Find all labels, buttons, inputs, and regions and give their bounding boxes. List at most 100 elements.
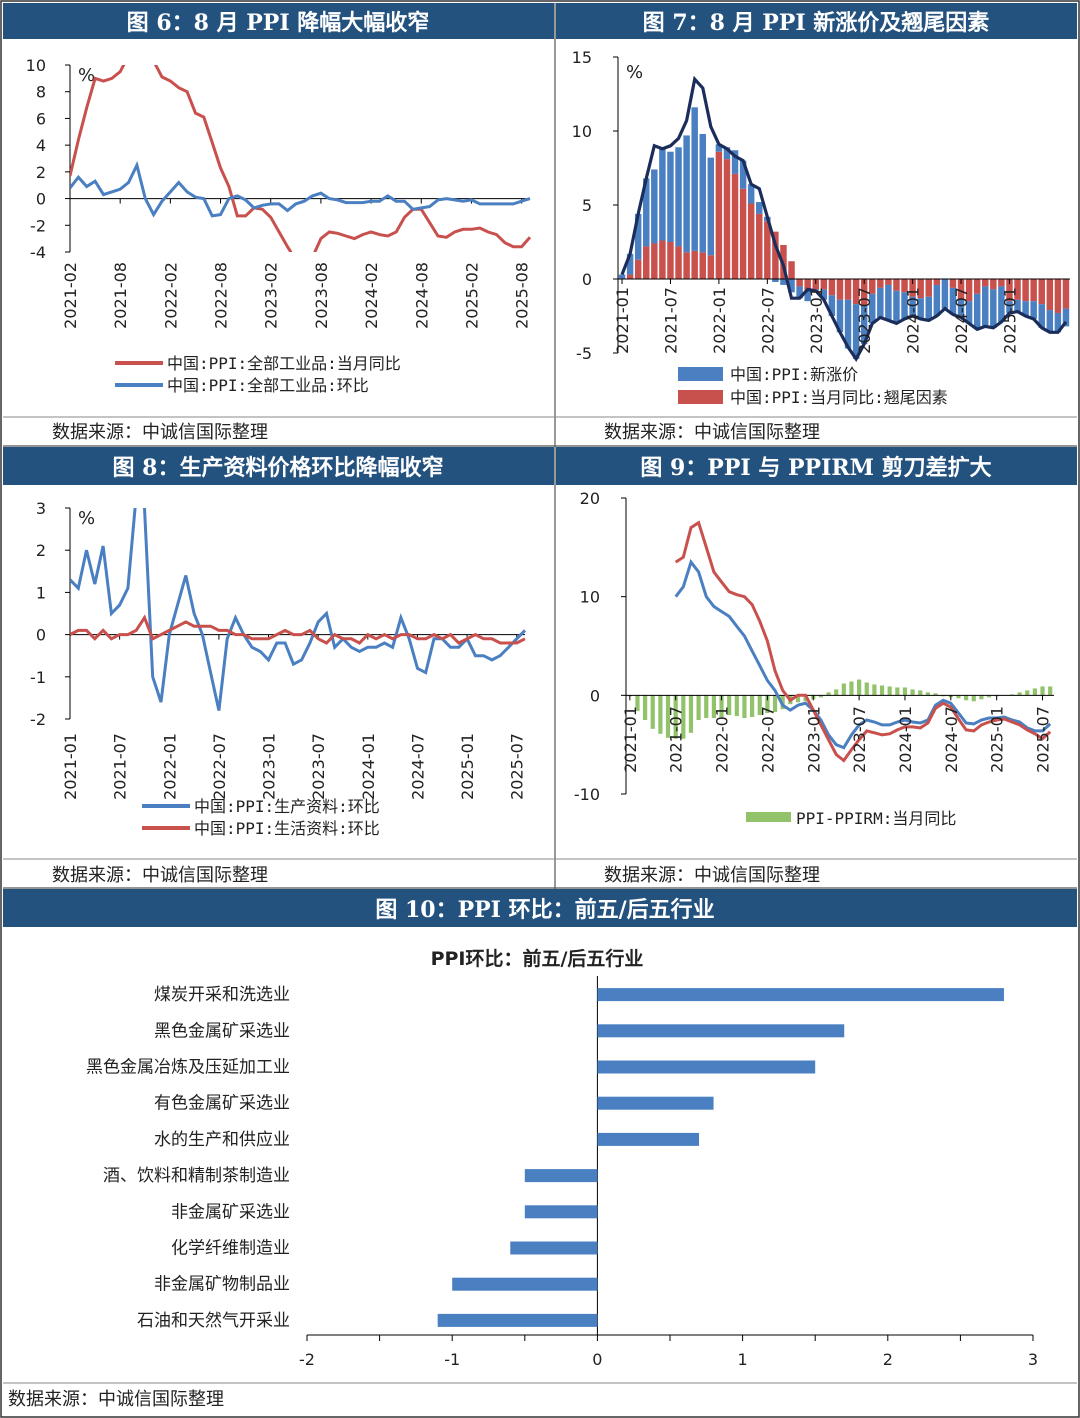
fig7-bar	[1038, 304, 1045, 328]
fig7-bar	[901, 279, 908, 293]
fig10-bar	[597, 988, 1004, 1002]
fig7-bar	[1062, 279, 1070, 309]
fig7-bar	[836, 299, 844, 333]
fig9-bar	[910, 689, 915, 696]
fig9-bar	[849, 681, 854, 696]
fig9-bar	[643, 695, 648, 720]
fig7-bar	[788, 261, 795, 279]
fig9-bar	[879, 685, 885, 696]
fig10-category-label: 煤炭开采和洗选业	[154, 985, 290, 1005]
fig8-x-tick-label: 2024-01	[359, 733, 378, 800]
fig7-chart: -5 0 5 10 15% 2021-01 2021-07 2022-01 2022-07 202…	[572, 48, 1070, 407]
fig7-bar	[860, 305, 868, 345]
fig6-x-tick-label: 2021-08	[111, 262, 130, 329]
fig9-y-tick-label: 20	[580, 489, 600, 508]
fig7-bar	[917, 279, 924, 299]
fig9-bar	[719, 695, 724, 718]
fig8-source: 数据来源：中诚信国际整理	[52, 865, 268, 886]
fig10-bar	[524, 1205, 598, 1219]
fig9-source: 数据来源：中诚信国际整理	[604, 865, 820, 886]
fig9-y-tick-label: 10	[580, 588, 600, 607]
fig9-bar	[635, 695, 640, 712]
fig10-x-tick-label: -1	[444, 1350, 460, 1369]
fig10-category-label: 黑色金属矿采选业	[154, 1021, 290, 1041]
fig7-y-tick-label: 0	[582, 270, 592, 289]
fig7-bar	[1014, 279, 1021, 300]
fig7-bar	[707, 255, 715, 279]
fig7-bar	[626, 274, 634, 279]
fig9-title: 图 9：PPI 与 PPIRM 剪刀差扩大	[640, 455, 991, 481]
fig7-bar	[965, 279, 973, 302]
fig7-bar	[1022, 279, 1029, 302]
fig8-x-tick-label: 2021-07	[111, 733, 130, 800]
fig7-bar	[820, 289, 828, 300]
fig7-bar	[643, 246, 650, 279]
fig7-bar	[804, 290, 811, 302]
fig7-bar	[1022, 301, 1029, 316]
fig7-bar	[828, 295, 836, 316]
fig7-bar	[869, 293, 876, 324]
fig7-y-tick-label: 15	[572, 48, 592, 67]
fig7-bar	[820, 279, 828, 290]
fig6-x-tick-label: 2022-02	[161, 262, 180, 329]
fig10-bar	[437, 1313, 598, 1327]
fig7-bar	[877, 287, 884, 318]
fig10-source: 数据来源：中诚信国际整理	[8, 1389, 224, 1410]
fig7-bar	[982, 286, 989, 327]
fig7-bar	[893, 290, 900, 324]
fig7-bar	[715, 151, 723, 279]
fig7-x-tick-label: 2024-01	[904, 287, 923, 354]
fig9-bar	[734, 695, 739, 717]
fig7-bar	[739, 188, 747, 279]
fig7-bar	[731, 173, 739, 279]
fig7-bar	[804, 279, 811, 291]
fig7-bar	[756, 213, 763, 279]
fig10-category-label: 非金属矿物制品业	[154, 1275, 290, 1295]
fig9-chart: -10 0 10 20 2021-01 2021-07 2022-01 2022-07 2023…	[574, 489, 1054, 828]
fig7-bar	[699, 252, 706, 279]
fig9-y-tick-label: 0	[590, 686, 600, 705]
fig7-x-tick-label: 2023-07	[855, 287, 874, 354]
fig9-bar	[772, 695, 778, 713]
fig7-bar	[1030, 279, 1037, 302]
fig10-category-label: 黑色金属冶炼及压延加工业	[86, 1058, 290, 1078]
fig7-bar	[844, 299, 852, 349]
fig7-bar	[901, 292, 908, 319]
fig7-bar	[828, 279, 836, 296]
fig8-y-tick-label: 1	[36, 583, 46, 602]
fig7-bar	[747, 184, 755, 204]
fig6-y-tick-label: 0	[36, 190, 46, 209]
fig9-legend-swatch	[746, 812, 791, 822]
fig7-bar	[699, 133, 706, 253]
fig9-bar	[696, 695, 701, 720]
fig7-bar	[812, 279, 819, 290]
fig9-bar	[1040, 686, 1045, 696]
fig9-bar	[864, 682, 869, 696]
fig9-x-tick-label: 2021-01	[621, 706, 640, 773]
fig7-bar	[836, 279, 844, 300]
fig7-bar	[998, 286, 1005, 322]
fig7-x-tick-label: 2023-01	[807, 287, 826, 354]
fig7-x-tick-label: 2022-01	[710, 287, 729, 354]
fig9-x-tick-label: 2025-07	[1034, 706, 1053, 773]
fig7-bar	[788, 279, 795, 293]
fig8-x-tick-label: 2025-01	[458, 733, 477, 800]
fig10-bar	[597, 1132, 700, 1146]
fig7-bar	[917, 298, 924, 319]
fig7-bar	[691, 250, 698, 279]
fig9-bar	[834, 689, 839, 696]
fig9-x-tick-label: 2024-07	[942, 706, 961, 773]
fig7-bar	[691, 107, 698, 251]
fig9-bar	[964, 695, 969, 701]
fig7-bar	[667, 151, 674, 242]
fig6-series-line-1	[70, 160, 531, 218]
fig9-x-tick-label: 2023-01	[804, 706, 823, 773]
fig7-bar	[860, 279, 868, 306]
fig10-category-label: 非金属矿采选业	[171, 1202, 290, 1222]
fig10-category-label: 有色金属矿采选业	[154, 1094, 290, 1114]
fig7-bar	[998, 279, 1005, 287]
fig10-bar	[510, 1241, 598, 1255]
fig9-series-line-1	[674, 520, 1052, 763]
fig7-bar	[723, 147, 731, 160]
